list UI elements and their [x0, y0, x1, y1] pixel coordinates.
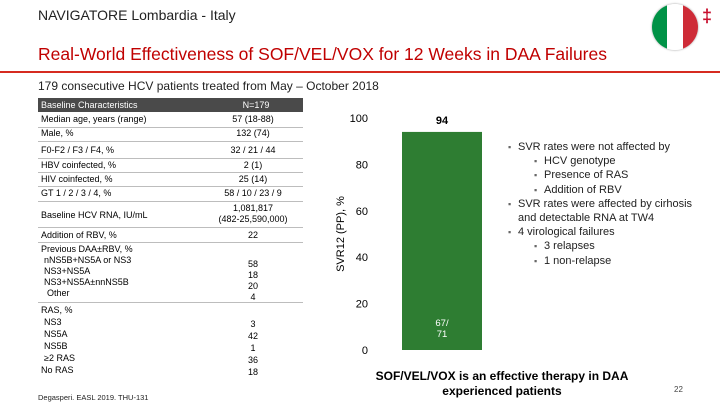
row-value-line2: (482-25,590,000): [218, 214, 288, 224]
row-value: 132 (74): [236, 128, 270, 138]
row-label: nNS5B+NS5A or NS3: [44, 255, 132, 265]
row-divider: [38, 227, 303, 228]
row-divider: [38, 172, 303, 173]
bullet-item: SVR rates were affected by cirhosis and …: [508, 197, 708, 225]
table-header-value: N=179: [242, 100, 270, 110]
row-value: 36: [247, 355, 258, 365]
sub-bullet-item: HCV genotype: [508, 154, 708, 168]
conclusion-line: SOF/VEL/VOX is an effective therapy in D…: [375, 369, 629, 383]
footnote: Degasperi. EASL 2019. THU-131: [38, 393, 149, 402]
row-label: Previous DAA±RBV, %: [41, 244, 133, 254]
row-label: HBV coinfected, %: [41, 160, 117, 170]
sub-bullet-item: Presence of RAS: [508, 168, 708, 182]
bar-inner-label: 67/: [435, 318, 449, 329]
row-value: 57 (18-88): [232, 114, 274, 124]
flag-green-stripe: [652, 4, 668, 50]
row-label: NS3+NS5A±nnNS5B: [44, 277, 129, 287]
row-label: NS3: [44, 317, 62, 327]
row-label: NS3+NS5A: [44, 266, 91, 276]
row-label: GT 1 / 2 / 3 / 4, %: [41, 188, 112, 198]
y-tick-label: 40: [356, 252, 368, 264]
y-tick-label: 100: [350, 113, 368, 125]
page-number: 22: [674, 385, 683, 394]
row-value: 32 / 21 / 44: [230, 145, 276, 155]
row-label: F0-F2 / F3 / F4, %: [41, 145, 115, 155]
row-divider: [38, 141, 303, 142]
row-label: HIV coinfected, %: [41, 174, 113, 184]
bar-data-label: 94: [436, 115, 449, 127]
y-tick-label: 60: [356, 206, 368, 218]
sub-bullet-item: 3 relapses: [508, 239, 708, 253]
row-divider: [38, 127, 303, 128]
y-axis-label: SVR12 (PP), %: [335, 196, 347, 272]
row-label: Male, %: [41, 128, 74, 138]
slide-subtitle: 179 consecutive HCV patients treated fro…: [38, 79, 379, 93]
row-value: 58: [247, 259, 258, 269]
row-value-line1: 1,081,817: [232, 203, 274, 213]
row-label: NS5A: [44, 329, 68, 339]
row-value: 18: [247, 270, 258, 280]
row-label: RAS, %: [41, 305, 73, 315]
y-tick-label: 20: [356, 299, 368, 311]
slide-title: Real-World Effectiveness of SOF/VEL/VOX …: [38, 44, 607, 64]
bar-inner-label: 71: [437, 329, 448, 340]
bar: [402, 131, 482, 350]
bullet-item: 4 virological failures: [508, 225, 708, 239]
row-value: 58 / 10 / 23 / 9: [224, 188, 282, 198]
row-value: 18: [247, 367, 258, 377]
row-value: 42: [247, 331, 258, 341]
row-value: 4: [250, 292, 256, 302]
sub-bullet-item: 1 non-relapse: [508, 254, 708, 268]
row-label: Other: [47, 288, 70, 298]
row-divider: [38, 242, 303, 243]
table-row: Baseline HCV RNA, IU/mL 1,081,817 (482-2…: [38, 203, 303, 227]
row-label: No RAS: [41, 365, 74, 375]
row-value: 22: [247, 230, 258, 240]
row-label: Addition of RBV, %: [41, 230, 117, 240]
y-tick-label: 80: [356, 159, 368, 171]
svr-bar-chart: SVR12 (PP), % 0 20 40 60 80 100 94 67/71: [335, 113, 482, 357]
row-divider: [38, 158, 303, 159]
row-value: 2 (1): [243, 160, 263, 170]
conclusion-line: experienced patients: [442, 384, 562, 398]
row-label: Baseline HCV RNA, IU/mL: [41, 210, 148, 220]
table-header: Baseline Characteristics N=179: [38, 98, 303, 112]
row-value: 20: [247, 281, 258, 291]
row-label: ≥2 RAS: [44, 353, 75, 363]
y-tick-label: 0: [362, 345, 368, 357]
flag-red-stripe: [682, 4, 698, 50]
row-label: Median age, years (range): [41, 114, 147, 124]
org-title: NAVIGATORE Lombardia - Italy: [38, 7, 236, 23]
conclusion-text: SOF/VEL/VOX is an effective therapy in D…: [372, 369, 632, 399]
findings-bullets: SVR rates were not affected by HCV genot…: [508, 140, 708, 268]
row-divider: [38, 302, 303, 303]
flag-white-stripe: [667, 4, 683, 50]
bullet-item: SVR rates were not affected by: [508, 140, 708, 154]
title-divider: [0, 71, 720, 73]
row-divider: [38, 186, 303, 187]
table-header-label: Baseline Characteristics: [41, 100, 138, 110]
sub-bullet-item: Addition of RBV: [508, 183, 708, 197]
dagger-mark: ‡: [701, 6, 712, 26]
baseline-table: Baseline Characteristics N=179 Median ag…: [38, 98, 303, 377]
italy-flag-icon: [652, 4, 698, 50]
row-value: 1: [250, 343, 256, 353]
row-value: 25 (14): [238, 174, 268, 184]
row-value: 3: [250, 319, 256, 329]
row-label: NS5B: [44, 341, 68, 351]
row-divider: [38, 201, 303, 202]
